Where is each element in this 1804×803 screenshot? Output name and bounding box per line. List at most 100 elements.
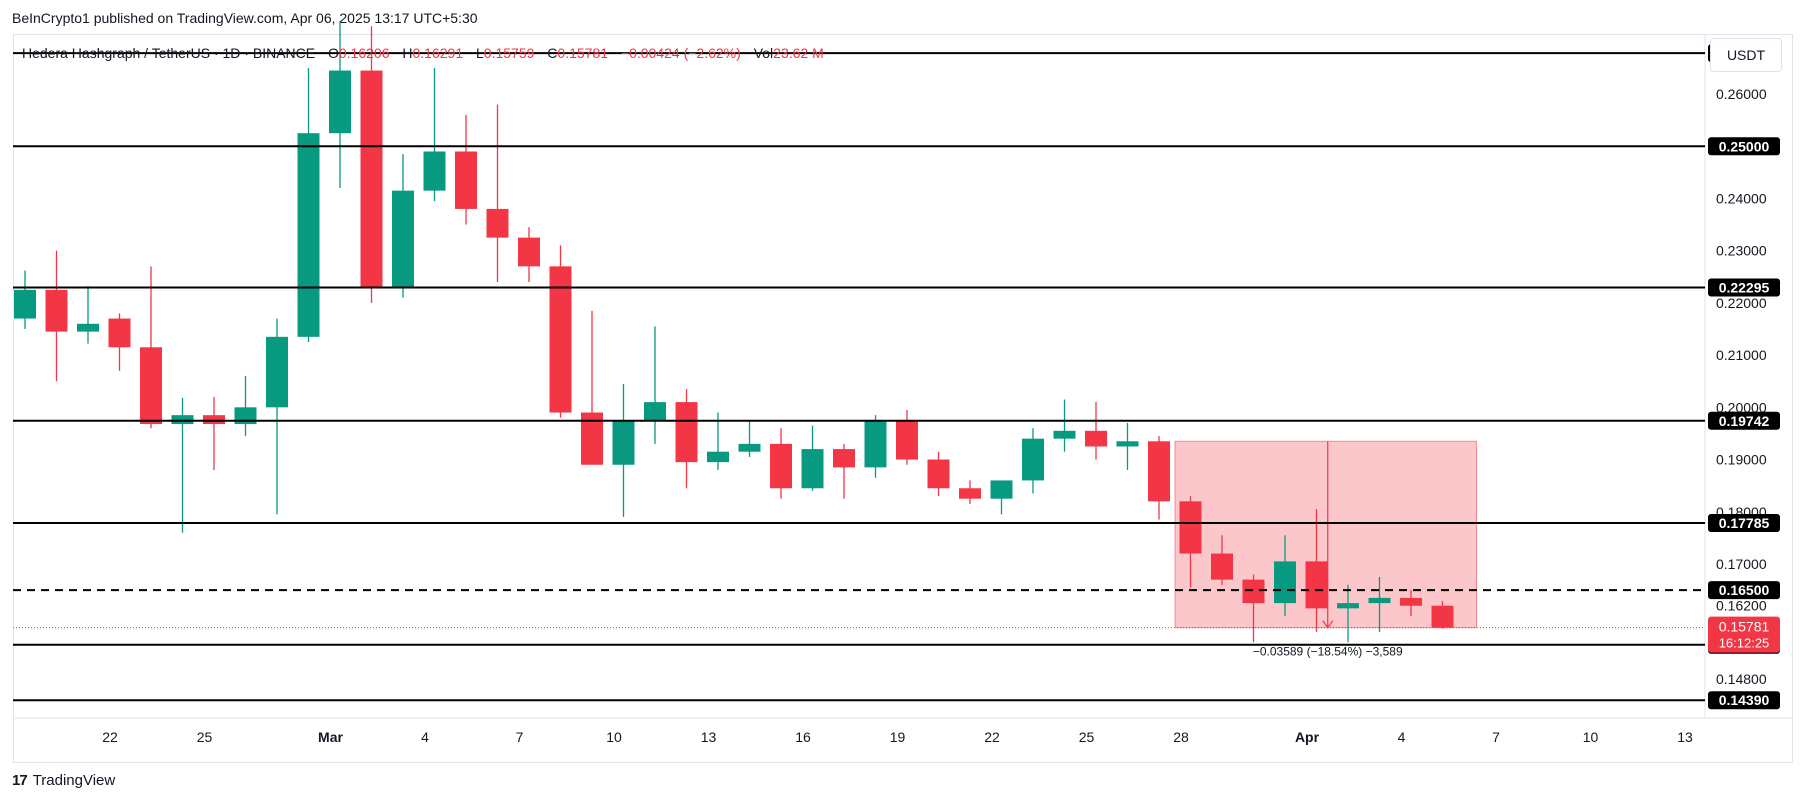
tradingview-logo-text: TradingView (32, 772, 116, 789)
candle (549, 245, 572, 418)
candle-body (423, 151, 446, 191)
candle-body (864, 420, 887, 468)
y-tick-label: 0.24000 (1716, 190, 1767, 206)
candle (1274, 535, 1296, 617)
candle (1242, 574, 1265, 643)
symbol-legend: Hedera Hashgraph / TetherUS · 1D · BINAN… (22, 45, 824, 61)
candle-body (738, 443, 761, 452)
x-axis-ticks: 22 25 Mar 4 7 10 13 16 19 22 25 28 Apr 4 7 10 13 (102, 729, 1693, 745)
candle-body (1305, 561, 1328, 609)
level-label-box (1708, 411, 1780, 430)
candle (297, 67, 320, 343)
x-tick-label: Apr (1295, 729, 1320, 745)
candle-body (675, 402, 698, 463)
y-tick-label: 0.23000 (1716, 243, 1767, 259)
candle-body (266, 336, 288, 408)
candle-body (990, 480, 1013, 499)
candle (833, 443, 855, 499)
candle-body (171, 415, 194, 425)
candle-body (77, 323, 99, 332)
candle (1148, 436, 1170, 520)
candle-body (927, 459, 950, 489)
candle-body (518, 237, 540, 267)
currency-button[interactable]: USDT (1710, 38, 1782, 72)
candle (108, 313, 131, 371)
candle-body (959, 488, 981, 499)
candle (77, 286, 99, 344)
candle-body (1085, 430, 1107, 447)
candle-body (1274, 561, 1296, 604)
y-tick-label: 0.19000 (1716, 452, 1767, 468)
level-label-box (1708, 278, 1780, 297)
candle (1022, 428, 1044, 494)
y-tick-label: 0.17000 (1716, 556, 1767, 572)
candle (455, 114, 477, 225)
x-tick-label: 19 (890, 729, 906, 745)
candle (770, 428, 792, 499)
candle-body (297, 133, 320, 337)
y-tick-label: 0.22000 (1716, 295, 1767, 311)
candle (581, 310, 603, 465)
candle (738, 420, 761, 457)
level-label-box (1708, 137, 1780, 156)
candle (1053, 399, 1076, 452)
high-label: H (402, 45, 413, 61)
open-label: O (327, 45, 339, 61)
level-label: 0.14390 (1719, 692, 1770, 708)
last-price-box (1708, 616, 1780, 653)
candle-body (1337, 603, 1359, 609)
x-tick-label: 13 (701, 729, 717, 745)
tradingview-logo[interactable]: 17 TradingView (12, 772, 115, 789)
candle (1400, 590, 1422, 617)
candle (801, 425, 824, 491)
x-tick-label: 13 (1677, 729, 1693, 745)
candle (486, 104, 509, 283)
chart-frame (13, 34, 1793, 763)
price-range-tool: −0.03589 (−18.54%) −3,589 (1174, 440, 1477, 659)
low-value: 0.15759 (483, 45, 535, 61)
candle (1368, 577, 1391, 632)
candle-body (14, 289, 36, 319)
level-label: 0.25000 (1719, 138, 1770, 154)
candle (392, 154, 414, 298)
candle-body (1053, 430, 1076, 439)
candle-body (108, 318, 131, 348)
candle (864, 415, 887, 478)
tradingview-logo-icon: 17 (12, 772, 28, 789)
candle (329, 20, 351, 189)
candle-body (1148, 441, 1170, 502)
x-tick-label: 10 (606, 729, 622, 745)
low-label: L (476, 45, 484, 61)
candle-body (770, 443, 792, 489)
close-label: C (547, 45, 558, 61)
candle-body (581, 412, 603, 465)
x-tick-label: 22 (102, 729, 118, 745)
candle (171, 397, 194, 533)
x-tick-label: 16 (795, 729, 811, 745)
candle-body (801, 449, 824, 489)
candle (45, 250, 68, 382)
y-tick-label: 0.26000 (1716, 86, 1767, 102)
candle-body (203, 415, 225, 425)
candle (1085, 402, 1107, 460)
candle (140, 266, 162, 429)
x-tick-label: 4 (421, 729, 429, 745)
x-tick-label: 22 (984, 729, 1000, 745)
candle (14, 270, 36, 330)
level-label: 0.19742 (1719, 413, 1770, 429)
level-label: 0.17785 (1719, 515, 1770, 531)
level-label: 0.22295 (1719, 279, 1770, 295)
high-value: 0.16291 (412, 45, 464, 61)
candle-body (1116, 441, 1139, 447)
candle-body (1368, 597, 1391, 604)
candle-body (612, 420, 635, 465)
candle-body (455, 151, 477, 209)
candle-body (1211, 553, 1233, 580)
candle (644, 326, 666, 444)
open-value: 0.16206 (338, 45, 390, 61)
candle (234, 376, 257, 437)
candle-body (1431, 605, 1454, 628)
candle (675, 389, 698, 489)
candle (1431, 601, 1454, 629)
